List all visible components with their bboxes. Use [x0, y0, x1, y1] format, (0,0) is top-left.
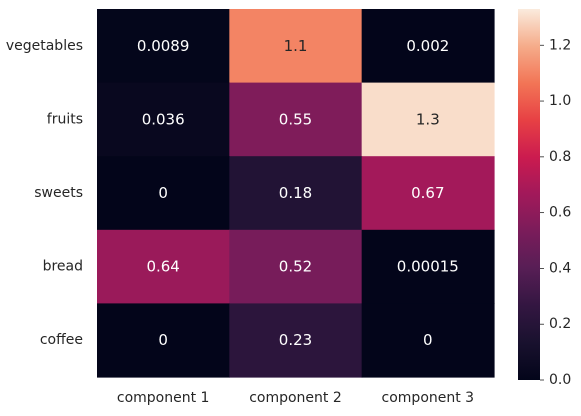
heatmap-annotations: 0.0089 1.1 0.002 0.036 0.55 1.3 0 0.18 0.67 0.64 0…: [137, 37, 459, 349]
y-tick-label: coffee: [40, 332, 83, 348]
heatmap-cell: [97, 9, 230, 84]
heatmap-cell: [361, 9, 495, 84]
x-tick-label: component 3: [382, 390, 475, 406]
heatmap-cell: [229, 9, 363, 84]
x-tick-labels: component 1 component 2 component 3: [117, 390, 474, 406]
colorbar-gradient: [518, 9, 540, 380]
cell-value-label: 0.23: [279, 331, 312, 349]
cell-value-label: 0.18: [279, 184, 312, 202]
heatmap-cell: [361, 303, 495, 378]
colorbar-tick-label: 0.6: [549, 205, 571, 221]
cell-value-label: 0.0089: [137, 37, 190, 55]
colorbar-tick-label: 1.2: [549, 37, 571, 53]
heatmap-cell: [361, 156, 495, 231]
heatmap-cell: [97, 303, 230, 378]
heatmap-cell: [97, 156, 230, 231]
cell-value-label: 1.1: [284, 37, 308, 55]
cell-value-label: 0.64: [146, 258, 179, 276]
heatmap-cell: [229, 156, 363, 231]
cell-value-label: 0: [158, 184, 168, 202]
y-tick-label: fruits: [47, 111, 83, 127]
colorbar: 0.0 0.2 0.4 0.6 0.8 1.0 1.2: [518, 9, 571, 388]
heatmap-cell: [361, 82, 495, 157]
colorbar-tick-label: 1.0: [549, 93, 571, 109]
heatmap-cell: [361, 229, 495, 304]
cell-value-label: 0.036: [142, 110, 185, 128]
heatmap-cell: [97, 82, 230, 157]
cell-value-label: 0.00015: [397, 258, 459, 276]
colorbar-tick-label: 0.4: [549, 260, 571, 276]
colorbar-tick-label: 0.2: [549, 316, 571, 332]
heatmap-cells: [97, 9, 495, 378]
cell-value-label: 0.67: [411, 184, 444, 202]
cell-value-label: 0.55: [279, 110, 312, 128]
cell-value-label: 0.52: [279, 258, 312, 276]
colorbar-tick-label: 0.0: [549, 372, 571, 388]
x-tick-label: component 2: [249, 390, 342, 406]
cell-value-label: 1.3: [416, 110, 440, 128]
cell-value-label: 0.002: [406, 37, 449, 55]
cell-value-label: 0: [158, 331, 168, 349]
heatmap-cell: [229, 303, 363, 378]
y-tick-label: sweets: [34, 185, 83, 201]
y-tick-labels: vegetables fruits sweets bread coffee: [6, 38, 83, 348]
x-tick-label: component 1: [117, 390, 210, 406]
cell-value-label: 0: [423, 331, 433, 349]
colorbar-tick-label: 0.8: [549, 149, 571, 165]
y-tick-label: vegetables: [6, 38, 83, 54]
y-tick-label: bread: [43, 259, 83, 275]
heatmap-cell: [97, 229, 230, 304]
heatmap-cell: [229, 82, 363, 157]
heatmap-cell: [229, 229, 363, 304]
